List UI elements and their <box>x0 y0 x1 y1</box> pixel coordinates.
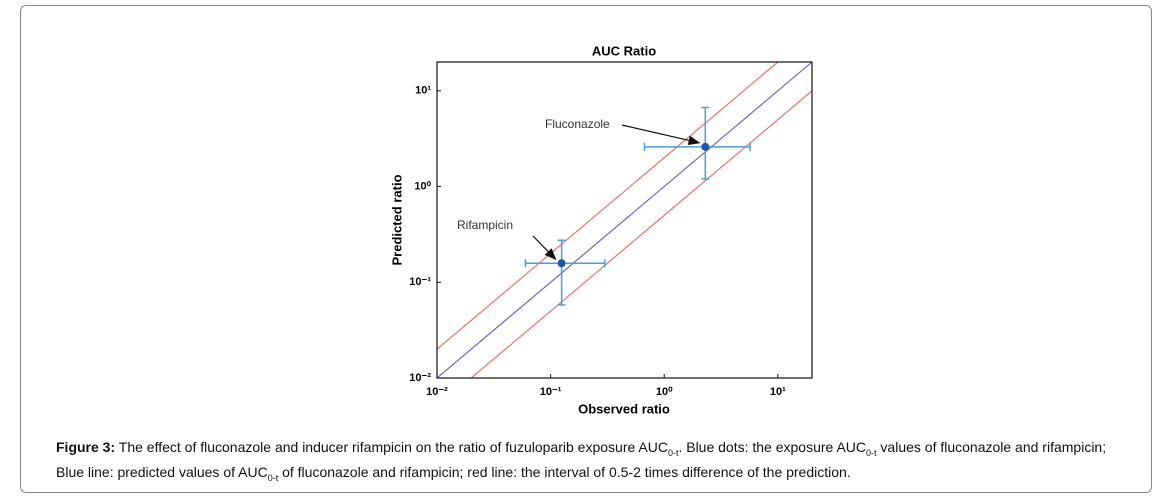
reference-line <box>437 62 812 378</box>
data-point <box>701 142 710 151</box>
x-tick-label: 10¹ <box>770 386 786 398</box>
point-label: Rifampicin <box>457 218 513 232</box>
y-tick-label: 10⁰ <box>414 180 431 192</box>
caption-sub: 0-t <box>267 472 279 483</box>
caption-label: Figure 3: <box>56 439 116 455</box>
reference-line <box>470 90 812 378</box>
caption-text: . Blue dots: the exposure AUC <box>678 439 867 455</box>
chart-title: AUC Ratio <box>592 43 656 58</box>
reference-line <box>437 62 779 350</box>
point-label: Fluconazole <box>545 117 610 131</box>
caption-sub: 0-t <box>866 447 877 458</box>
plot-frame <box>436 61 813 379</box>
annotation-arrow <box>532 235 557 261</box>
y-tick-label: 10⁻² <box>409 372 431 384</box>
x-tick-label: 10⁰ <box>656 386 673 398</box>
x-tick-label: 10⁻² <box>426 386 448 398</box>
y-tick-label: 10¹ <box>415 85 431 97</box>
caption-text: of fluconazole and rifampicin; red line:… <box>278 463 851 480</box>
caption: Figure 3: The effect of fluconazole and … <box>56 438 1136 488</box>
y-tick-label: 10⁻¹ <box>409 276 431 288</box>
figure-frame <box>20 5 1152 493</box>
chart: AUC Ratio Observed ratio Predicted ratio… <box>389 43 813 416</box>
annotation-arrow <box>621 124 701 146</box>
caption-text: The effect of fluconazole and inducer ri… <box>118 439 668 455</box>
caption-text: values of fluconazole and rifampicin; Bl… <box>56 439 1107 480</box>
x-tick-label: 10⁻¹ <box>540 386 562 398</box>
x-axis-title: Observed ratio <box>578 401 670 416</box>
caption-sub: 0-t <box>667 447 679 458</box>
data-point <box>557 259 566 268</box>
y-axis-title: Predicted ratio <box>389 174 404 265</box>
